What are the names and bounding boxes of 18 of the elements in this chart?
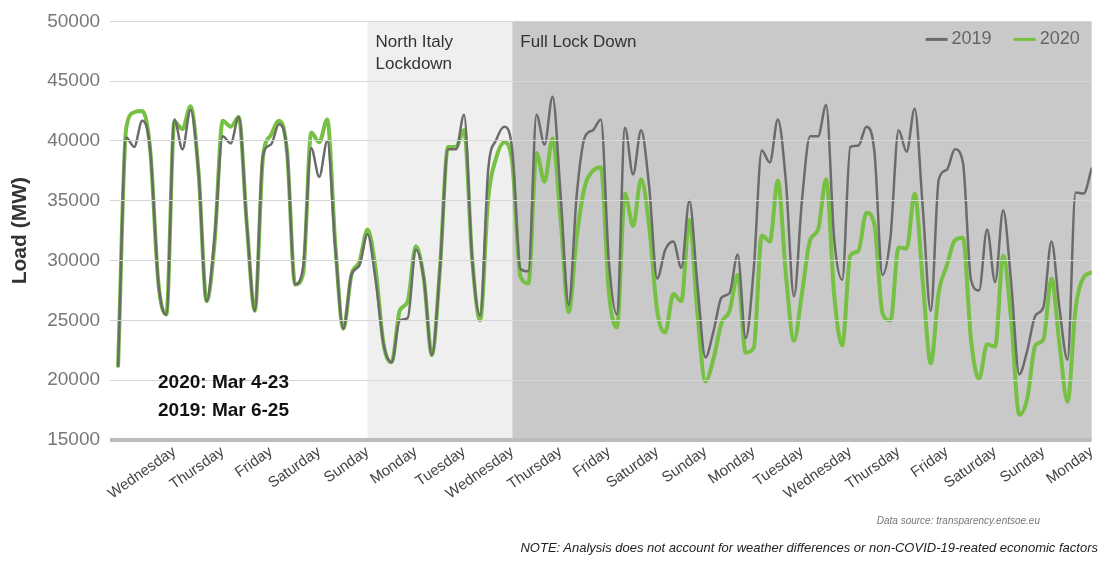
y-tick-label: 25000 (47, 308, 101, 330)
y-tick-label: 50000 (47, 9, 101, 31)
annotation: 2020: Mar 4-23 (158, 370, 289, 392)
y-tick-label: 40000 (47, 129, 101, 151)
legend-label: 2020 (1039, 28, 1080, 49)
annotation: 2019: Mar 6-25 (158, 398, 290, 420)
y-axis-title: Load (MW) (7, 177, 31, 285)
text: NOTE: Analysis does not account for weather differences or non-COVID-19-reated economic factors (520, 540, 1099, 555)
y-tick-label: 35000 (47, 189, 101, 211)
line-series (116, 95, 1092, 376)
source-note: Data source: transparency.entsoe.eu (876, 515, 1041, 526)
annotation: Full Lock Down (520, 31, 637, 51)
legend-label: 2019 (951, 28, 992, 49)
y-tick-label: 20000 (47, 368, 101, 390)
y-tick-label: 45000 (47, 69, 101, 91)
y-tick-label: 30000 (47, 248, 101, 270)
annotation: North Italy Lockdown (375, 31, 454, 73)
y-tick-label: 15000 (47, 428, 101, 450)
